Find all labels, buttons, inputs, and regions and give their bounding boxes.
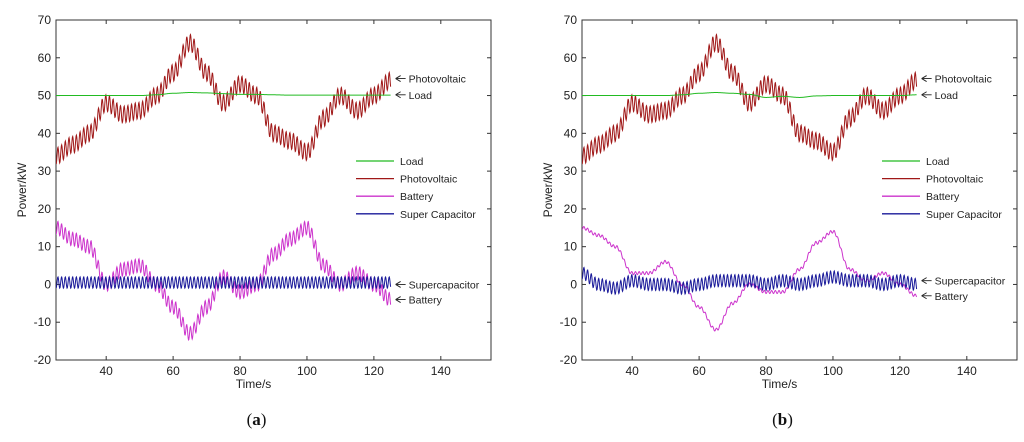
y-tick-label: -20: [34, 353, 52, 367]
y-tick-label: 70: [564, 13, 578, 27]
legend-entry-load: Load: [926, 156, 950, 168]
y-tick-label: 20: [564, 202, 578, 216]
panel-label: (b): [772, 410, 793, 429]
y-tick-label: 70: [38, 13, 52, 27]
x-tick-label: 120: [364, 364, 384, 378]
y-tick-label: 10: [38, 240, 52, 254]
y-tick-label: 0: [570, 277, 577, 291]
y-tick-label: 50: [38, 89, 52, 103]
series-line-super-capacitor: [582, 266, 918, 296]
series-line-load: [56, 92, 391, 97]
legend-entry-battery: Battery: [926, 191, 960, 203]
y-tick-label: 40: [38, 126, 52, 140]
chart-panel-a: -20 -10 0 10 20 30 40 50 60 70 40 60 80 100 120 140 Time…: [15, 13, 492, 429]
legend-entry-battery: Battery: [400, 191, 434, 203]
annotation-label: Photovoltaic: [935, 74, 992, 86]
x-tick-label: 60: [166, 364, 180, 378]
annotation-label: Supercapacitor: [935, 276, 1006, 288]
x-tick-label: 40: [626, 364, 640, 378]
annotation-arrowhead: [921, 91, 927, 99]
x-tick-label: 140: [431, 364, 451, 378]
annotation-arrowhead: [395, 281, 401, 288]
y-tick-label: 20: [38, 202, 52, 216]
legend-entry-super-capacitor: Super Capacitor: [400, 209, 476, 221]
x-axis-label: Time/s: [236, 377, 272, 391]
x-tick-label: 120: [890, 364, 910, 378]
annotation-label: Load: [935, 90, 959, 102]
annotation-label: Battery: [409, 295, 443, 307]
legend-entry-load: Load: [400, 156, 424, 168]
y-tick-label: -10: [560, 315, 578, 329]
x-tick-label: 40: [100, 364, 114, 378]
annotation-label: Supercapacitor: [409, 279, 480, 291]
y-tick-label: 40: [564, 126, 578, 140]
x-tick-label: 100: [823, 364, 843, 378]
y-axis-label: Power/kW: [15, 162, 29, 217]
series-line-super-capacitor: [56, 275, 392, 290]
x-tick-label: 80: [233, 364, 247, 378]
annotation-label: Battery: [935, 291, 969, 303]
annotation-arrowhead: [921, 277, 927, 285]
y-axis-label: Power/kW: [541, 162, 555, 217]
series-line-photovoltaic: [582, 33, 918, 165]
x-tick-label: 140: [957, 364, 977, 378]
legend-entry-photovoltaic: Photovoltaic: [400, 174, 457, 186]
y-tick-label: 10: [564, 240, 578, 254]
y-tick-label: 30: [38, 164, 52, 178]
y-tick-label: 60: [564, 51, 578, 65]
legend-entry-photovoltaic: Photovoltaic: [926, 174, 983, 186]
annotation-arrowhead: [395, 296, 401, 303]
chart-panel-b: -20 -10 0 10 20 30 40 50 60 70 40 60 80 100 120 140 Time…: [541, 13, 1018, 429]
y-tick-label: 60: [38, 51, 52, 65]
annotation-arrowhead: [395, 91, 401, 99]
annotation-label: Photovoltaic: [409, 74, 466, 86]
plot-frame: [55, 19, 492, 361]
y-tick-label: 50: [564, 89, 578, 103]
y-tick-label: -10: [34, 315, 52, 329]
x-axis-label: Time/s: [762, 377, 798, 391]
x-tick-label: 80: [759, 364, 773, 378]
annotation-arrowhead: [395, 75, 401, 82]
y-tick-label: -20: [560, 353, 578, 367]
legend-entry-super-capacitor: Super Capacitor: [926, 209, 1002, 221]
series-line-load: [582, 92, 917, 98]
y-tick-label: 30: [564, 164, 578, 178]
x-tick-label: 100: [297, 364, 317, 378]
annotation-label: Load: [409, 90, 433, 102]
annotation-arrowhead: [921, 75, 927, 82]
y-tick-label: 0: [44, 277, 51, 291]
annotation-arrowhead: [921, 292, 927, 300]
x-tick-label: 60: [692, 364, 706, 378]
plot-frame: [581, 19, 1018, 361]
panel-label: (a): [247, 410, 267, 429]
series-line-photovoltaic: [56, 33, 392, 165]
